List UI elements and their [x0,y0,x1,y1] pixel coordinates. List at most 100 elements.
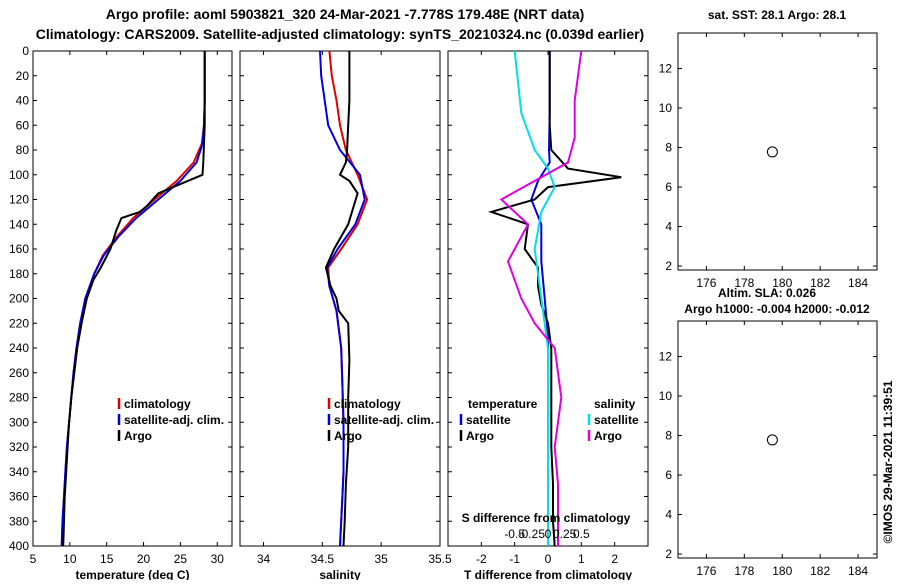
salinity-legend-item: climatology [334,397,401,411]
temperature-legend-item: climatology [124,397,191,411]
depth-tick-label: 360 [9,490,29,504]
depth-tick-label: 40 [16,94,30,108]
temperature_profile-frame [32,50,233,547]
difference_profile-series-2 [513,50,556,546]
timestamp: ©IMOS 29-Mar-2021 11:39:51 [881,380,895,543]
sla-title: Altim. SLA: 0.026 [718,286,816,300]
depth-tick-label: 100 [9,168,29,182]
temperature_profile-xtick-label: 20 [137,552,151,566]
diff-legend-t-argo: Argo [466,429,494,443]
sst_map-ytick-label: 4 [665,220,672,234]
diff-legend-t-satellite: satellite [466,413,511,427]
temperature_profile-xtick-label: 30 [211,552,225,566]
sla_map-argo-marker [766,434,778,446]
temperature_profile-xtick-label: 25 [174,552,188,566]
sla_map-ytick-label: 4 [665,508,672,522]
salinity-diff-tick-label: 0 [545,527,552,541]
temperature-panel: 0 20 40 60 80 100 120 140 160 180 200 220 240 260 280 3… [9,44,233,582]
temperature_profile-xtick-label: 10 [63,552,77,566]
depth-tick-label: 20 [16,69,30,83]
salinity-diff-tick-label: 0.5 [573,527,590,541]
sla_map-xtick-label: 184 [848,564,868,578]
sst_map-xtick-label: 184 [848,276,868,290]
sla_map-xtick-label: 182 [810,564,830,578]
salinity-legend-item: Argo [334,429,362,443]
sla_map-xtick-label: 178 [734,564,754,578]
depth-tick-label: 300 [9,415,29,429]
difference_profile-series-3 [499,50,583,546]
sla_map-ytick-label: 10 [659,389,673,403]
salinity_profile-xtick-label: 34 [257,552,271,566]
salinity-legend-item: satellite-adj. clim. [334,413,434,427]
depth-tick-label: 80 [16,143,30,157]
title-line-2: Climatology: CARS2009. Satellite-adjuste… [36,26,644,42]
depth-tick-label: 320 [9,440,29,454]
salinity_profile-xtick-label: 34.5 [311,552,335,566]
depth-tick-label: 140 [9,217,29,231]
salinity_profile-frame [239,50,441,547]
depth-tick-label: 240 [9,341,29,355]
depth-tick-label: 160 [9,242,29,256]
sla_map-ytick-label: 2 [665,547,672,561]
sst_map-xtick-label: 180 [772,276,792,290]
sst_map-ytick-label: 12 [659,62,673,76]
sst_map-argo-marker [766,146,778,158]
depth-tick-label: 280 [9,391,29,405]
temperature-legend-item: Argo [124,429,152,443]
depth-tick-label: 180 [9,267,29,281]
sst_map-xtick-label: 182 [810,276,830,290]
depth-tick-label: 340 [9,465,29,479]
depth-tick-label: 260 [9,366,29,380]
difference-panel: -2 -1 0 1 2 T difference from climatology -0.5… [447,50,649,582]
salinity_profile-xtick-label: 35 [374,552,388,566]
depth-tick-label: 220 [9,316,29,330]
title-line-1: Argo profile: aoml 5903821_320 24-Mar-20… [106,6,585,22]
difference_profile-xtick-label: 0 [545,552,552,566]
depth-tick-label: 200 [9,292,29,306]
depth-tick-label: 0 [22,44,29,58]
depth-tick-label: 400 [9,539,29,553]
salinity-diff-tick-label: -0.5 [504,527,525,541]
difference_profile-xtick-label: 2 [611,552,618,566]
depth-tick-label: 120 [9,193,29,207]
salinity_profile-xlabel: salinity [319,568,361,580]
sst_map-ytick-label: 8 [665,141,672,155]
diff-legend-temperature: temperature [468,397,538,411]
temperature_profile-xtick-label: 15 [100,552,114,566]
diff-legend-salinity: salinity [594,397,636,411]
temperature_profile-xtick-label: 5 [30,552,37,566]
sst_map-ytick-label: 10 [659,101,673,115]
salinity-panel: 34 34.5 35 35.5 salinity climatology satellite… [239,50,452,582]
sla_map-xtick-label: 176 [696,564,716,578]
depth-tick-label: 60 [16,118,30,132]
sst_map-ytick-label: 2 [665,259,672,273]
sla_map-ytick-label: 6 [665,468,672,482]
sla-map-panel: 176 178 180 182 184 2 4 6 8 10 12 [659,320,878,578]
salinity-diff-tick-label: -0.25 [518,527,546,541]
salinity-diff-axis-label: S difference from climatology [462,511,631,525]
sst_map-xtick-label: 176 [696,276,716,290]
sst_map-xtick-label: 178 [734,276,754,290]
sla_map-xtick-label: 180 [772,564,792,578]
diff-legend-s-argo: Argo [594,429,622,443]
difference_profile-xtick-label: -2 [476,552,487,566]
depth-tick-label: 380 [9,514,29,528]
sla_map-ytick-label: 12 [659,350,673,364]
salinity_profile-series-2 [324,51,359,547]
temperature_profile-series-2 [62,51,206,547]
sla_map-ytick-label: 8 [665,429,672,443]
sst-map-panel: 176 178 180 182 184 2 4 6 8 10 12 [659,32,878,290]
difference_profile-xtick-label: 1 [578,552,585,566]
temperature-legend-item: satellite-adj. clim. [124,413,224,427]
sst-map-title: sat. SST: 28.1 Argo: 28.1 [708,8,847,22]
difference_profile-xtick-label: -1 [509,552,520,566]
diff-legend-s-satellite: satellite [594,413,639,427]
temperature_profile-xlabel: temperature (deg C) [75,568,189,580]
salinity_profile-xtick-label: 35.5 [428,552,452,566]
sst_map-ytick-label: 6 [665,180,672,194]
steric-title: Argo h1000: -0.004 h2000: -0.012 [684,302,870,316]
salinity-diff-tick-label: 0.25 [553,527,577,541]
difference_profile-series-1 [487,51,622,547]
difference_profile-xlabel: T difference from climatology [464,568,632,580]
